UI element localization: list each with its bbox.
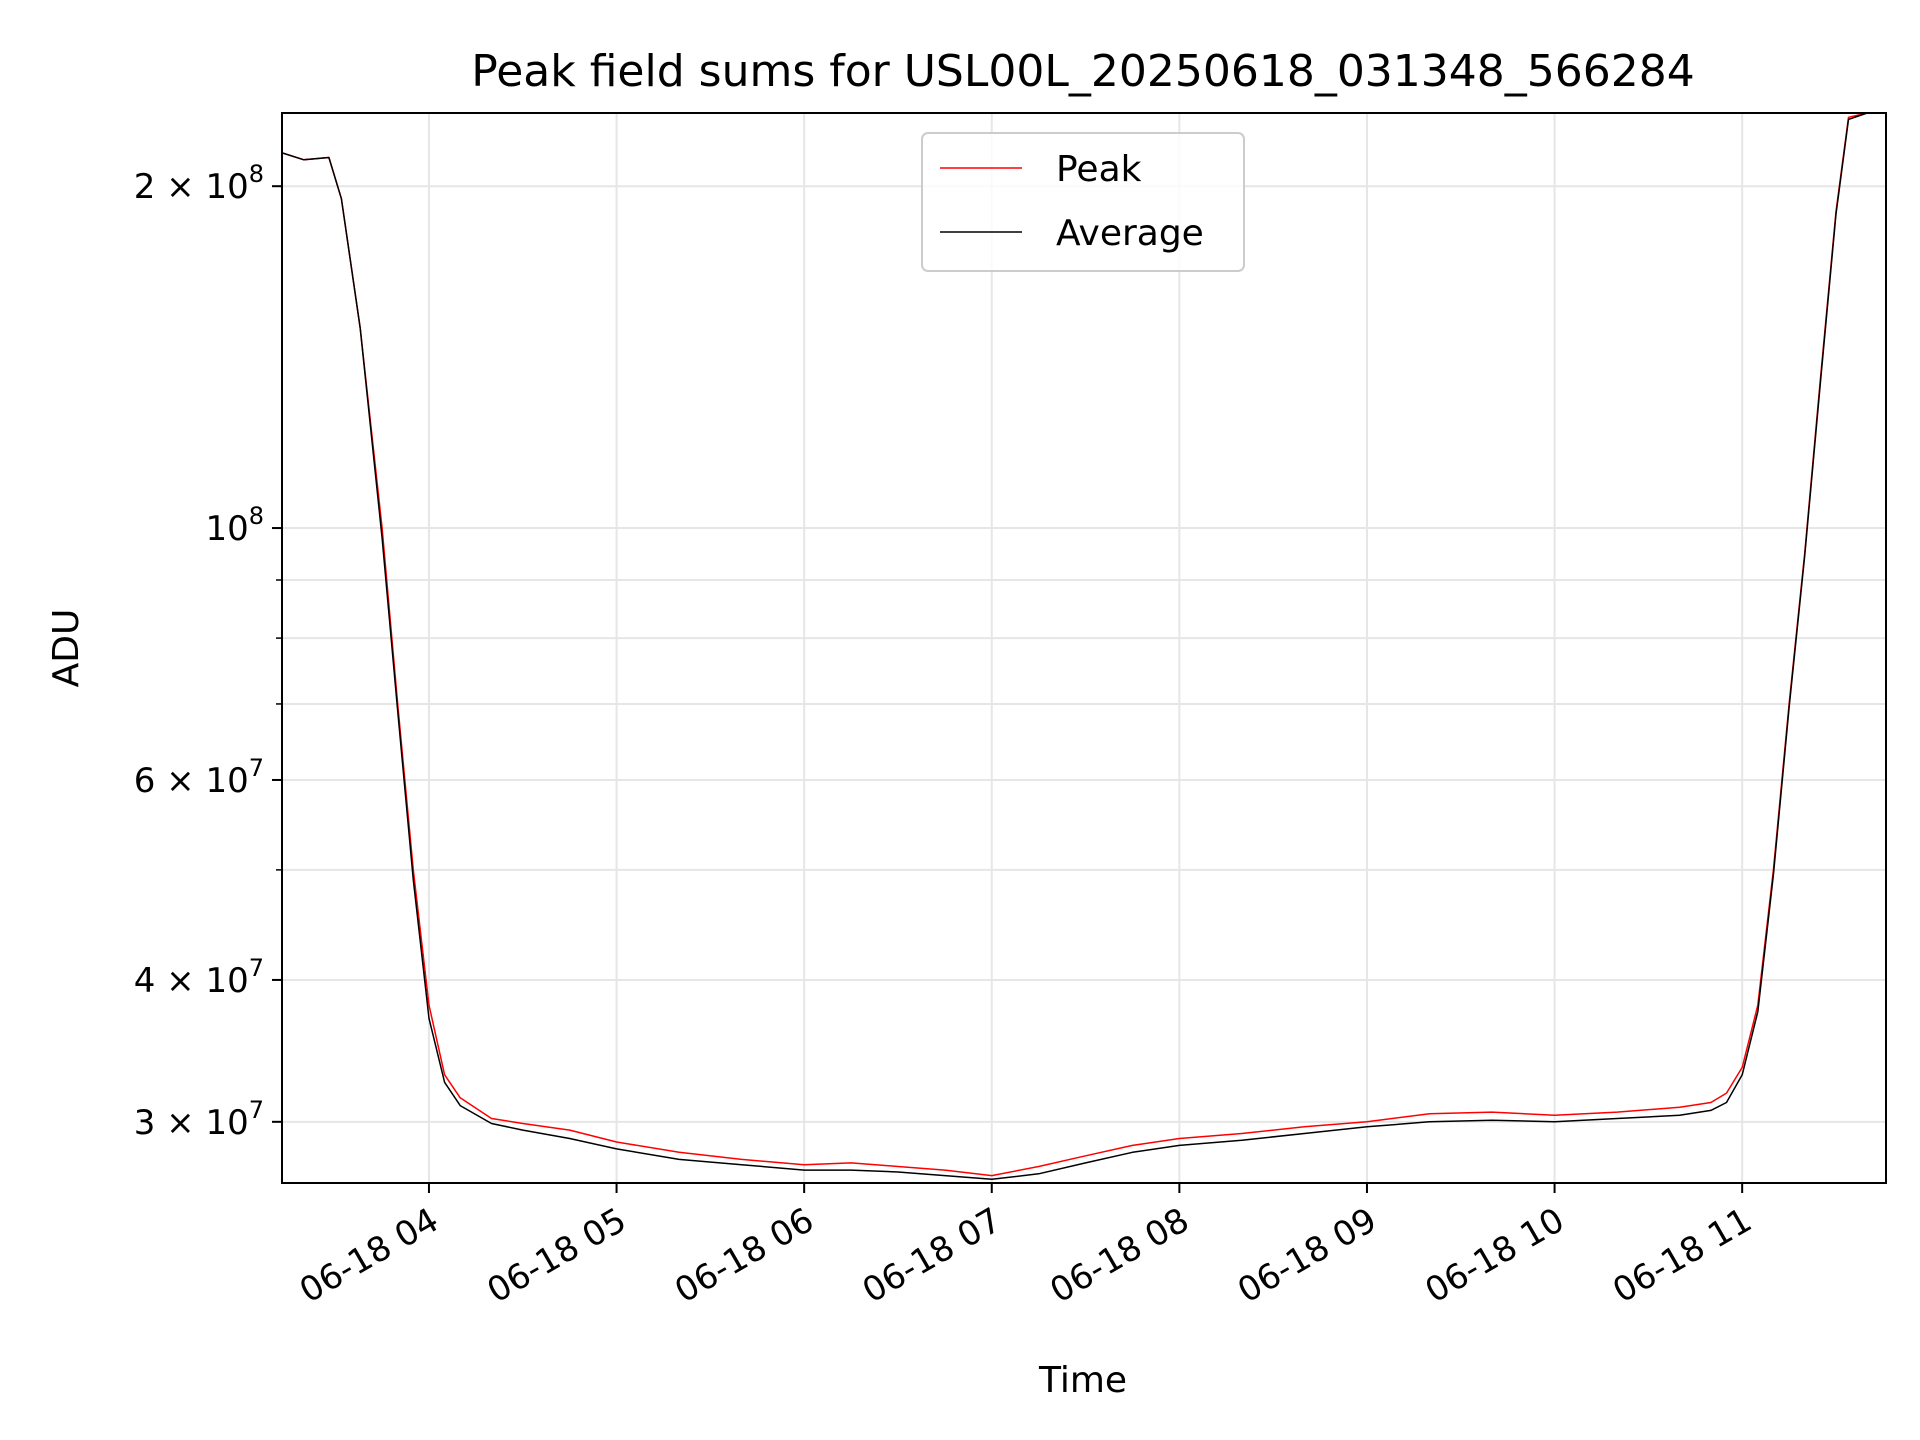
y-tick-label: 4 × 107: [134, 954, 264, 1001]
gridlines: [282, 113, 1886, 1183]
y-tick-label: 2 × 108: [134, 160, 264, 207]
y-tick-label: 108: [205, 502, 264, 549]
y-tick-base: 4 × 10: [134, 961, 249, 1001]
y-tick-label: 3 × 107: [134, 1096, 264, 1143]
y-tick-label: 6 × 107: [134, 754, 264, 801]
y-tick-exponent: 7: [249, 1096, 264, 1124]
y-tick-base: 10: [205, 509, 248, 549]
y-tick-exponent: 8: [249, 502, 264, 530]
x-axis-title: Time: [1038, 1360, 1127, 1401]
y-axis-title: ADU: [46, 609, 87, 688]
y-tick-exponent: 7: [249, 754, 264, 782]
chart-title: Peak field sums for USL00L_20250618_0313…: [471, 46, 1695, 97]
y-tick-base: 2 × 10: [134, 167, 249, 207]
series-layer: [282, 113, 1868, 1181]
legend: Peak Average: [921, 132, 1245, 272]
legend-label-average: Average: [1056, 213, 1204, 254]
y-tick-base: 3 × 10: [134, 1103, 249, 1143]
y-tick-exponent: 7: [249, 954, 264, 982]
y-tick-exponent: 8: [249, 160, 264, 188]
y-tick-base: 6 × 10: [134, 761, 249, 801]
plot-frame: [281, 112, 1887, 1184]
legend-label-peak: Peak: [1056, 149, 1142, 190]
series-line-peak: [282, 113, 1868, 1177]
series-line-average: [282, 113, 1868, 1181]
